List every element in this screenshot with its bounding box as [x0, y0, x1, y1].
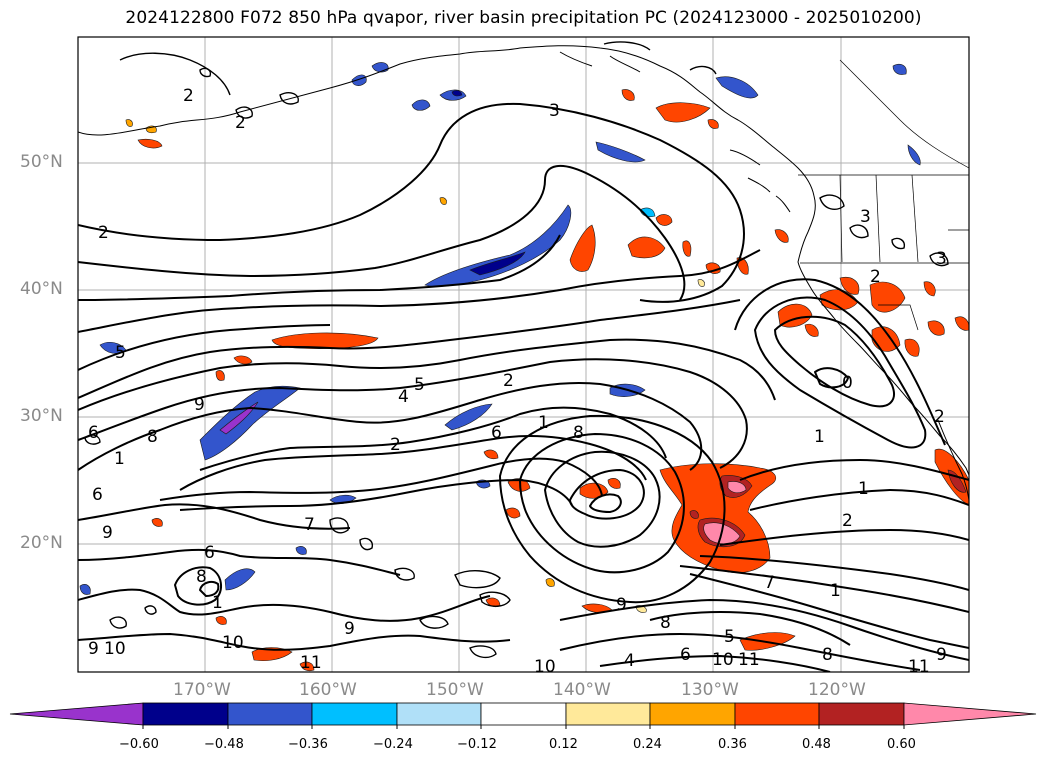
contour-label: 10: [712, 650, 734, 670]
contour-label: 11: [908, 657, 930, 677]
contour-label: 9: [344, 619, 355, 639]
negative-pc-shading: [79, 62, 921, 595]
contour-label: 3: [549, 101, 560, 121]
contour-labels: 2 2 3 2 5 4 5 2 2 1 6 6 8 9 1 6 9 7 8 1 …: [88, 86, 947, 677]
colorbar-tick-label: −0.24: [373, 737, 413, 752]
contour-label: 1: [212, 593, 223, 613]
colorbar-segment: [142, 702, 229, 726]
contour-label: 1: [114, 449, 125, 469]
colorbar-tick-label: 0.48: [802, 737, 831, 752]
contour-label: 2: [934, 407, 945, 427]
contour-label: 9: [616, 595, 627, 615]
contour-label: 8: [573, 423, 584, 443]
contour-label: 5: [724, 627, 735, 647]
contour-label: 8: [147, 427, 158, 447]
contour-label: 9: [102, 523, 113, 543]
contour-label: 3: [936, 249, 947, 269]
political-borders: [798, 59, 969, 331]
contour-label: 11: [300, 653, 322, 673]
contour-label: 11: [738, 650, 760, 670]
lon-label-170w: 170°W: [173, 680, 231, 700]
colorbar-tick-label: −0.48: [204, 737, 244, 752]
contour-label: 2: [870, 267, 881, 287]
colorbar-tick-label: 0.60: [887, 737, 916, 752]
contour-label: 8: [660, 613, 671, 633]
lon-label-160w: 160°W: [299, 680, 357, 700]
contour-label: 9: [88, 639, 99, 659]
colorbar: [9, 702, 1037, 729]
colorbar-segment: [396, 702, 482, 726]
contour-label: 10: [222, 633, 244, 653]
colorbar-tick-label: 0.12: [549, 737, 578, 752]
lat-label-40n: 40°N: [20, 279, 63, 299]
lat-label-30n: 30°N: [20, 406, 63, 426]
contour-label: 2: [842, 511, 853, 531]
colorbar-over-extension: [903, 702, 1037, 726]
lon-label-120w: 120°W: [808, 680, 866, 700]
contour-label: 1: [814, 427, 825, 447]
colorbar-segment: [480, 702, 567, 726]
colorbar-tick-label: 0.24: [633, 737, 662, 752]
positive-pc-shading: [125, 89, 969, 672]
contour-label: 4: [624, 651, 635, 671]
contour-label: 1: [830, 581, 841, 601]
lon-label-130w: 130°W: [681, 680, 739, 700]
lon-label-140w: 140°W: [553, 680, 611, 700]
contour-label: 6: [491, 423, 502, 443]
contour-label: 7: [764, 573, 775, 593]
contour-label: 8: [822, 645, 833, 665]
map-title: 2024122800 F072 850 hPa qvapor, river ba…: [125, 8, 922, 28]
contour-label: 2: [98, 223, 109, 243]
colorbar-tick-label: −0.60: [119, 737, 159, 752]
contour-label: 4: [398, 387, 409, 407]
contour-label: 7: [304, 515, 315, 535]
contour-label: 10: [534, 657, 556, 677]
contour-label: 2: [235, 113, 246, 133]
contour-label: 5: [414, 375, 425, 395]
contour-label: 0: [842, 373, 853, 393]
contour-label: 1: [858, 479, 869, 499]
contour-label: 2: [390, 435, 401, 455]
colorbar-tick-label: 0.36: [718, 737, 747, 752]
colorbar-segment: [649, 702, 736, 726]
contour-label: 9: [936, 645, 947, 665]
qvapor-contours: [78, 102, 969, 672]
lat-label-20n: 20°N: [20, 533, 63, 553]
lon-label-150w: 150°W: [426, 680, 484, 700]
contour-label: 6: [92, 485, 103, 505]
colorbar-tick-label: −0.12: [457, 737, 497, 752]
contour-label: 6: [204, 543, 215, 563]
map-frame: [77, 36, 970, 673]
contour-label: 3: [860, 207, 871, 227]
contour-label: 1: [538, 413, 549, 433]
lat-label-50n: 50°N: [20, 152, 63, 172]
contour-label: 10: [104, 639, 126, 659]
colorbar-segment: [227, 702, 313, 726]
contour-label: 8: [196, 567, 207, 587]
contour-label: 5: [115, 343, 126, 363]
colorbar-tick-label: −0.36: [288, 737, 328, 752]
colorbar-segment: [734, 702, 820, 726]
colorbar-under-extension: [9, 702, 144, 726]
colorbar-segment: [565, 702, 651, 726]
coastlines: [78, 45, 969, 501]
contour-label: 2: [503, 371, 514, 391]
map-frame-bg: [78, 37, 969, 672]
colorbar-segment: [818, 702, 905, 726]
contour-label: 2: [183, 86, 194, 106]
contour-label: 6: [88, 423, 99, 443]
contour-label: 6: [680, 645, 691, 665]
qvapor-contour-fragments: [84, 41, 949, 659]
colorbar-segment: [311, 702, 398, 726]
contour-label: 9: [194, 395, 205, 415]
